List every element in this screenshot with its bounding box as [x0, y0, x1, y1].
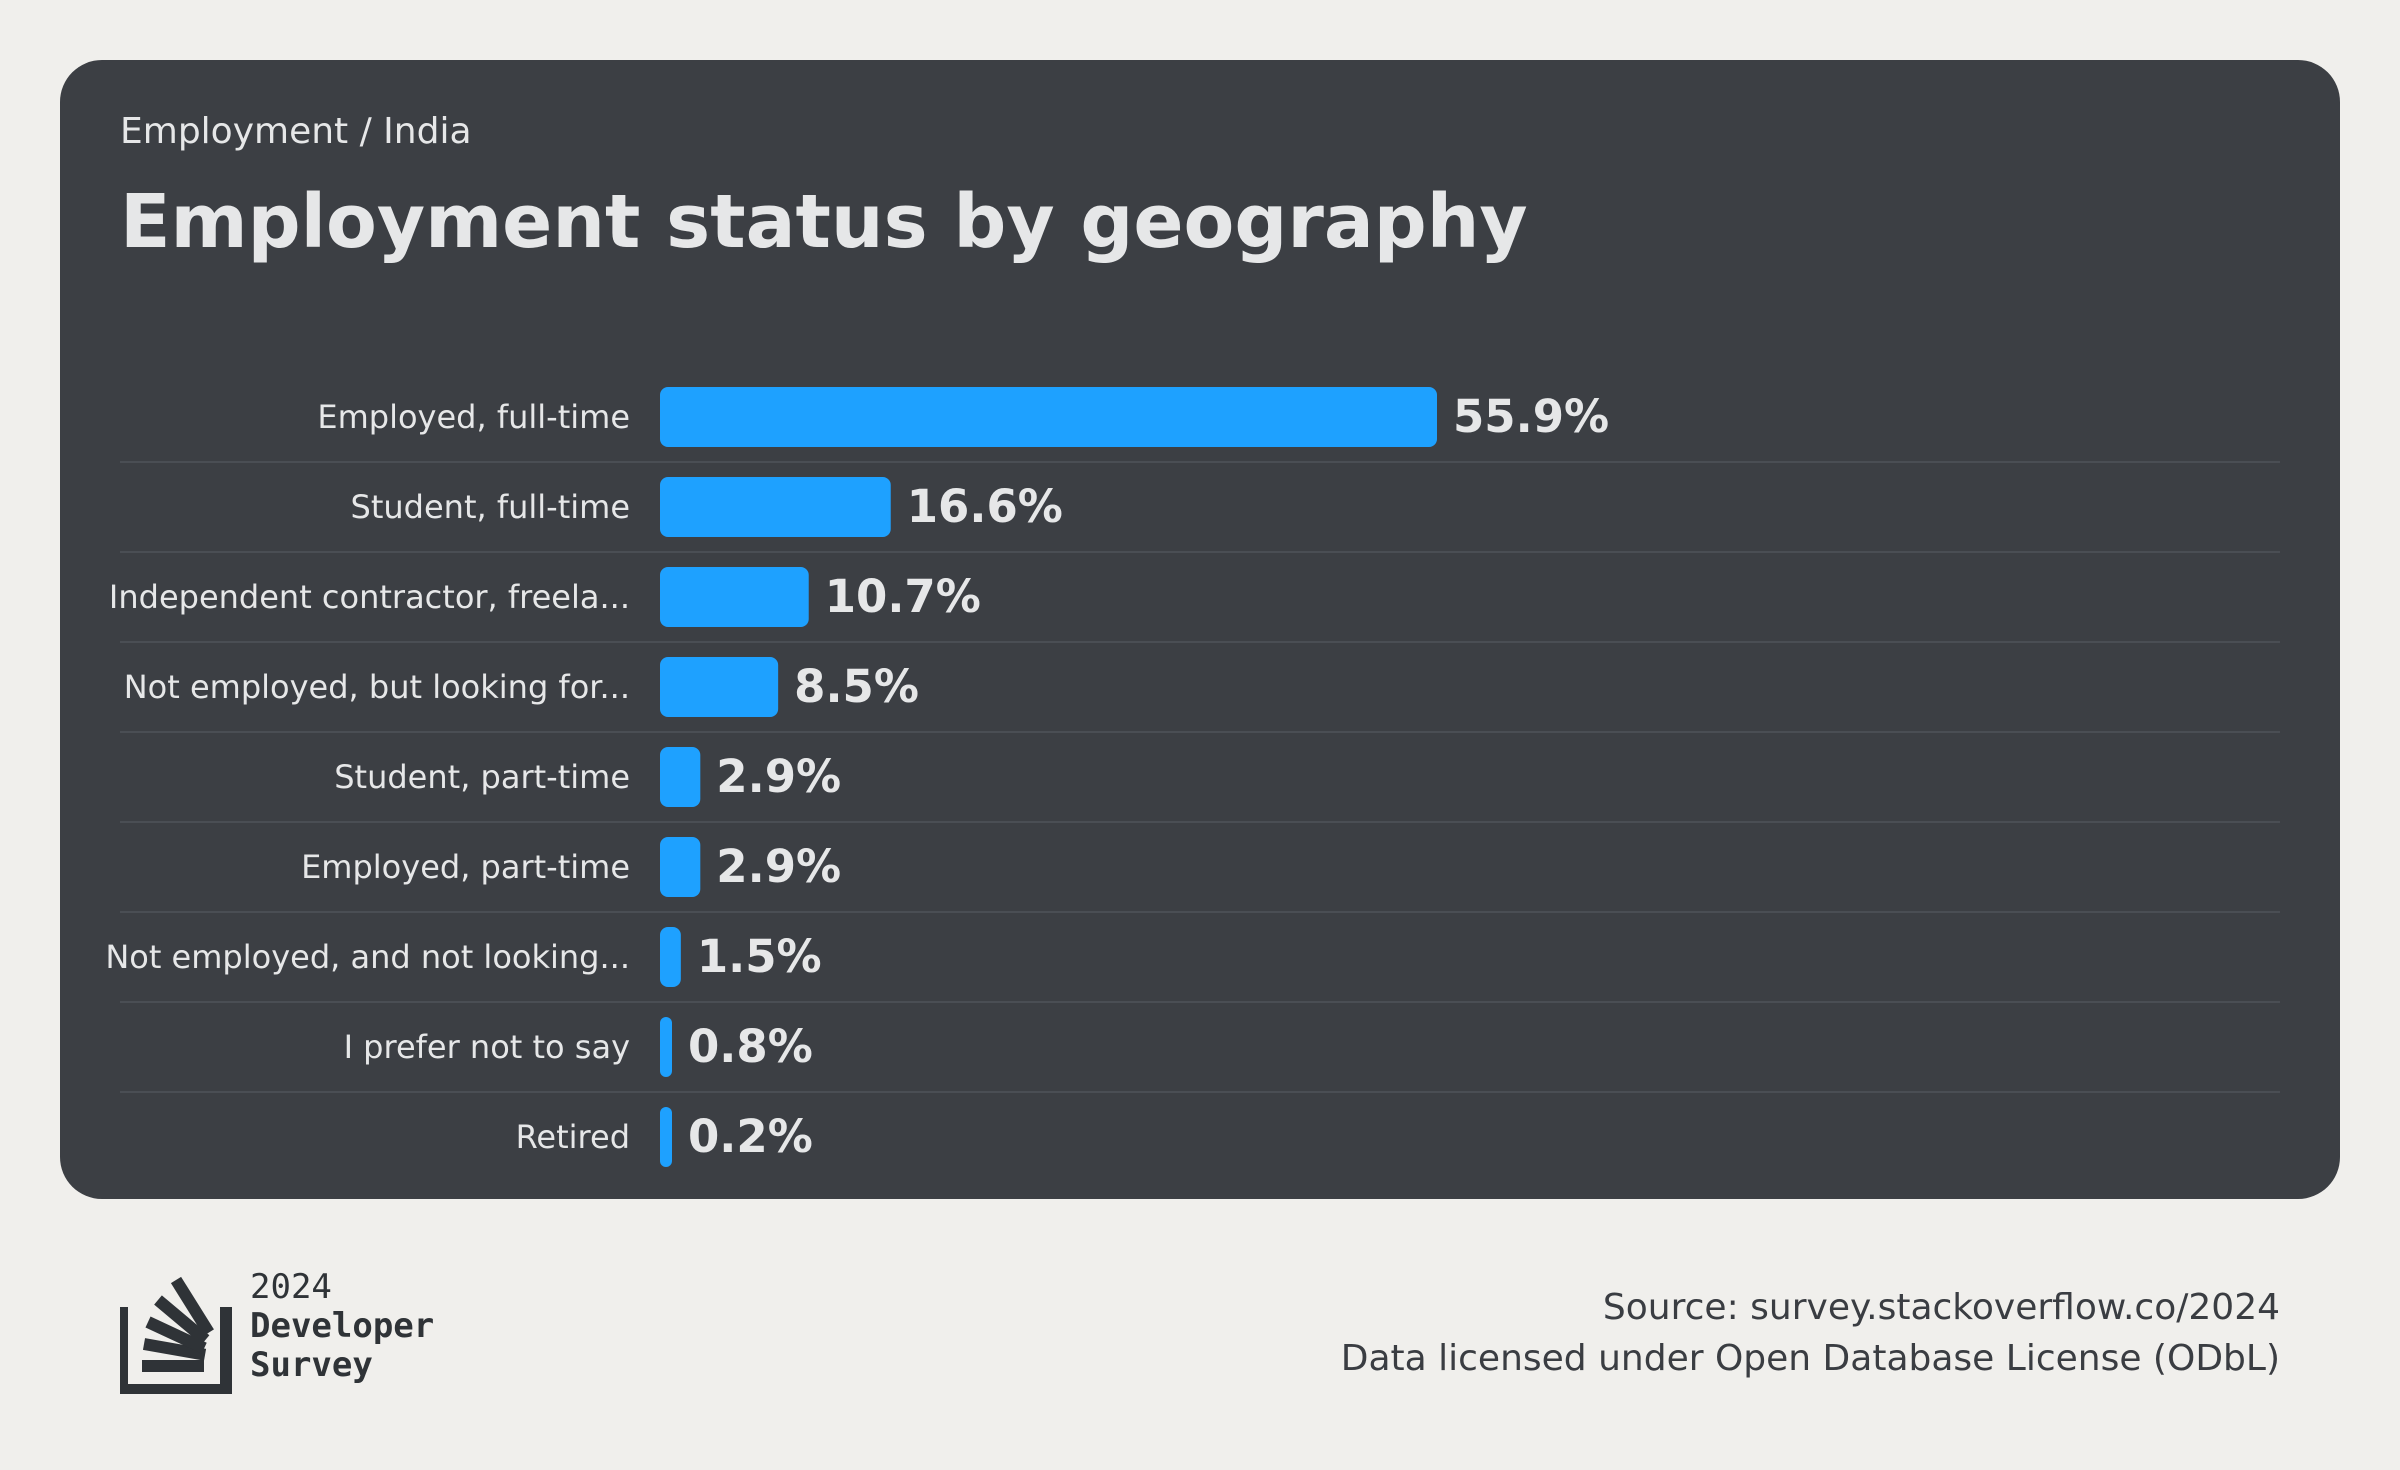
category-label: Student, part-time — [334, 758, 630, 796]
stackoverflow-logo-icon — [120, 1276, 232, 1394]
value-label: 0.8% — [688, 1020, 813, 1073]
value-label: 2.9% — [716, 840, 841, 893]
bar — [660, 927, 681, 987]
bar — [660, 477, 891, 537]
page-title: Employment status by geography — [120, 179, 1528, 265]
category-label: Employed, part-time — [301, 848, 630, 886]
value-label: 2.9% — [716, 750, 841, 803]
category-label: Student, full-time — [351, 488, 630, 526]
bar — [660, 567, 809, 627]
value-label: 16.6% — [907, 480, 1063, 533]
bar — [660, 387, 1437, 447]
logo-line-1: Developer — [250, 1306, 435, 1346]
category-label: Independent contractor, freela... — [109, 578, 630, 616]
source-note: Source: survey.stackoverflow.co/2024 Dat… — [1341, 1282, 2280, 1384]
category-label: I prefer not to say — [344, 1028, 630, 1066]
chart-card: Employment / India Employment status by … — [60, 60, 2340, 1199]
license-text: Data licensed under Open Database Licens… — [1340, 1338, 2280, 1379]
breadcrumb: Employment / India — [120, 111, 472, 152]
value-label: 1.5% — [697, 930, 822, 983]
bar — [660, 657, 779, 717]
bar — [660, 837, 701, 897]
category-label: Not employed, and not looking... — [105, 938, 630, 976]
category-label: Not employed, but looking for... — [124, 668, 630, 706]
category-label: Retired — [516, 1118, 630, 1156]
logo-line-2: Survey — [250, 1345, 373, 1385]
source-link[interactable]: Source: survey.stackoverflow.co/2024 — [1602, 1287, 2280, 1328]
value-label: 8.5% — [794, 660, 919, 713]
bar — [660, 747, 701, 807]
category-label: Employed, full-time — [317, 398, 630, 436]
bar — [660, 1017, 672, 1077]
logo-year: 2024 — [250, 1267, 332, 1307]
logo-wordmark: 2024 Developer Survey — [250, 1268, 434, 1385]
value-label: 55.9% — [1453, 390, 1609, 443]
bar — [660, 1107, 672, 1167]
bar-chart: Employed, full-time 55.9% Student, full-ti… — [105, 387, 2280, 1167]
value-label: 10.7% — [825, 570, 981, 623]
value-label: 0.2% — [688, 1110, 813, 1163]
